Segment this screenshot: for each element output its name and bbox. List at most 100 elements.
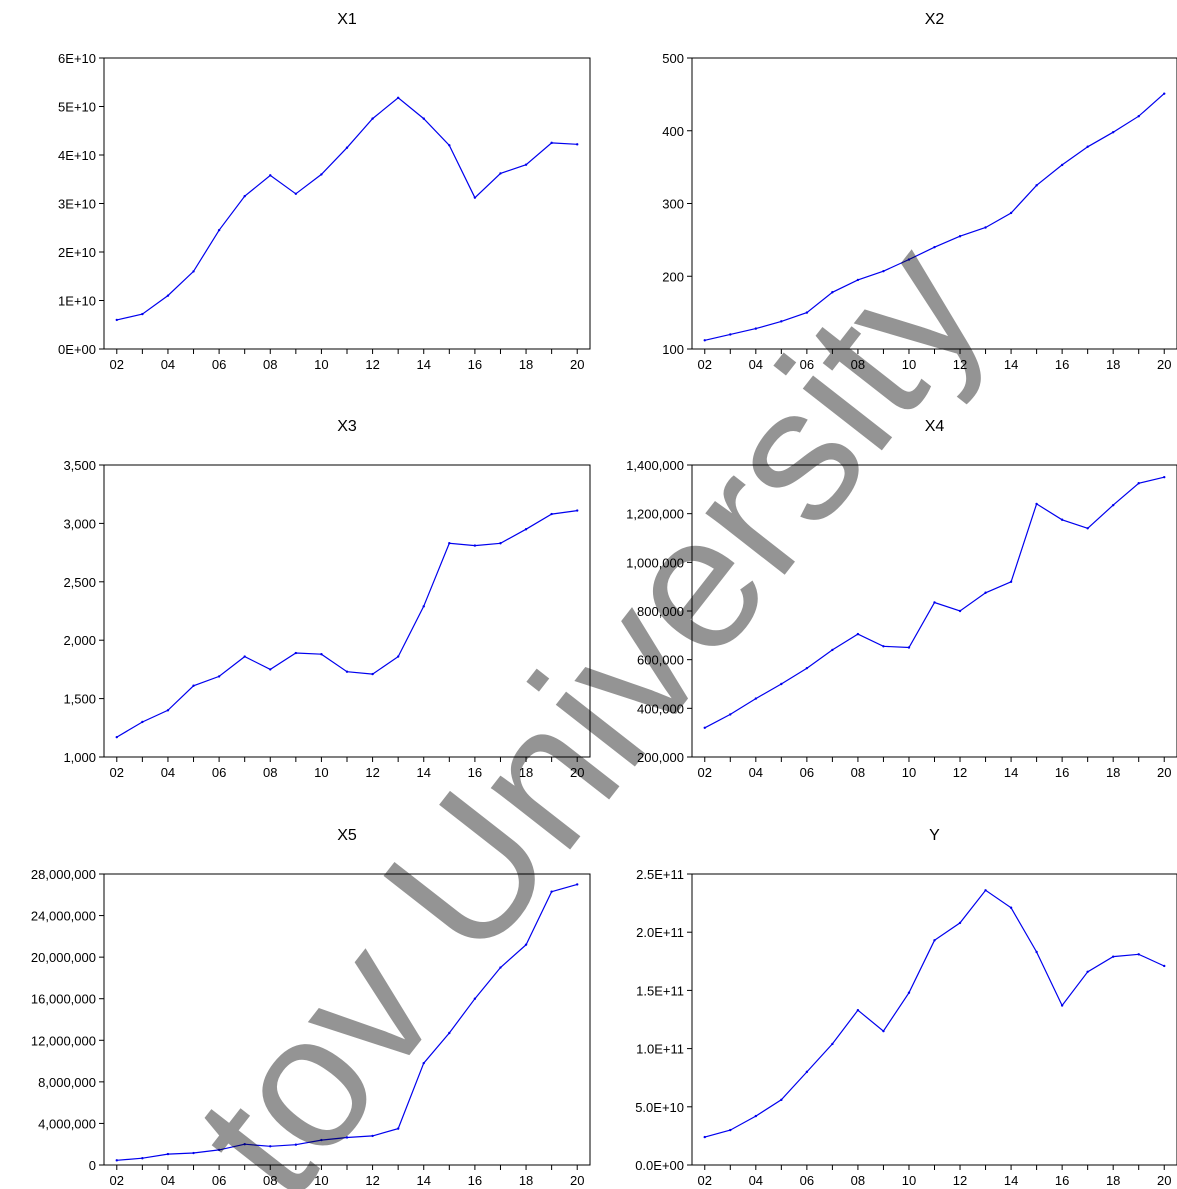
x-tick-label: 04 bbox=[161, 765, 175, 780]
x-tick-label: 20 bbox=[570, 765, 584, 780]
y-tick-label: 0 bbox=[89, 1158, 96, 1173]
y-tick-label: 28,000,000 bbox=[31, 867, 96, 882]
data-point bbox=[1086, 527, 1089, 530]
data-point bbox=[703, 726, 706, 729]
data-point bbox=[805, 311, 809, 314]
chart-panel-x2: X2 100 200 300 400 500 02 04 06 08 10 12 14 16 18 20 bbox=[662, 11, 1177, 372]
y-tick-label: 500 bbox=[662, 51, 684, 66]
data-point bbox=[243, 655, 246, 658]
data-point bbox=[422, 1061, 425, 1065]
y-tick-label: 1.5E+11 bbox=[636, 983, 684, 998]
y-tick-label: 1,000,000 bbox=[626, 555, 684, 570]
x-tick-label: 04 bbox=[161, 357, 175, 372]
x-tick-label: 16 bbox=[1055, 765, 1069, 780]
data-point bbox=[524, 163, 528, 166]
data-point bbox=[933, 939, 936, 942]
x-tick-label: 08 bbox=[851, 357, 865, 372]
chart-title: X3 bbox=[337, 418, 357, 435]
y-tick-label: 6E+10 bbox=[58, 51, 96, 66]
y-tick-label: 20,000,000 bbox=[31, 950, 96, 965]
x-tick-label: 20 bbox=[1157, 765, 1171, 780]
chart-title: X2 bbox=[925, 11, 945, 28]
data-point bbox=[448, 542, 451, 545]
y-tick-label: 2.5E+11 bbox=[636, 867, 684, 882]
y-tick-label: 800,000 bbox=[637, 604, 684, 619]
chart-title: Y bbox=[929, 827, 940, 844]
data-point bbox=[166, 1152, 170, 1156]
y-tick-label: 12,000,000 bbox=[31, 1033, 96, 1048]
y-tick-label: 400 bbox=[662, 124, 684, 139]
data-point bbox=[1060, 518, 1064, 521]
y-tick-label: 24,000,000 bbox=[31, 909, 96, 924]
data-point bbox=[524, 943, 528, 946]
y-tick-label: 1,200,000 bbox=[626, 507, 684, 522]
x-tick-label: 18 bbox=[519, 357, 533, 372]
y-tick-label: 4E+10 bbox=[58, 148, 96, 163]
data-point bbox=[856, 1008, 860, 1012]
data-point bbox=[1009, 906, 1013, 909]
y-tick-label: 2.0E+11 bbox=[636, 925, 684, 940]
data-point bbox=[499, 542, 502, 545]
data-point bbox=[984, 591, 987, 594]
x-tick-label: 08 bbox=[263, 1173, 277, 1188]
x-tick-label: 14 bbox=[417, 1173, 431, 1188]
x-tick-label: 18 bbox=[1106, 1173, 1120, 1188]
data-point bbox=[320, 653, 323, 656]
data-point bbox=[780, 1098, 783, 1102]
data-point bbox=[345, 146, 349, 149]
x-tick-label: 04 bbox=[749, 357, 763, 372]
y-tick-label: 400,000 bbox=[637, 701, 684, 716]
data-point bbox=[499, 966, 502, 969]
data-point bbox=[831, 291, 834, 294]
data-point bbox=[1137, 115, 1140, 118]
x-tick-label: 08 bbox=[851, 1173, 865, 1188]
data-point bbox=[780, 320, 783, 323]
data-point bbox=[448, 144, 451, 147]
data-point bbox=[217, 228, 221, 232]
data-point bbox=[984, 889, 987, 892]
x-tick-label: 04 bbox=[749, 1173, 763, 1188]
y-tick-label: 2,500 bbox=[63, 575, 96, 590]
data-point bbox=[422, 117, 425, 120]
data-point bbox=[269, 174, 272, 177]
x-tick-label: 12 bbox=[953, 357, 967, 372]
data-point bbox=[345, 670, 349, 673]
data-point bbox=[294, 192, 298, 195]
y-tick-label: 1.0E+11 bbox=[636, 1042, 684, 1057]
data-point bbox=[345, 1136, 349, 1139]
data-point bbox=[576, 509, 579, 512]
y-tick-label: 2,000 bbox=[63, 633, 96, 648]
watermark-text: tov University bbox=[154, 205, 1023, 1189]
x-tick-label: 10 bbox=[902, 357, 916, 372]
y-tick-label: 200 bbox=[662, 269, 684, 284]
data-point bbox=[958, 921, 962, 925]
x-tick-label: 20 bbox=[570, 1173, 584, 1188]
x-tick-label: 14 bbox=[1004, 1173, 1018, 1188]
x-tick-label: 18 bbox=[519, 1173, 533, 1188]
chart-title: X4 bbox=[925, 418, 945, 435]
data-point bbox=[780, 682, 783, 686]
data-point bbox=[576, 143, 579, 146]
data-point bbox=[882, 1029, 885, 1033]
x-tick-label: 12 bbox=[953, 1173, 967, 1188]
data-point bbox=[1137, 953, 1140, 956]
data-point bbox=[1086, 145, 1089, 148]
data-point bbox=[1137, 482, 1140, 485]
x-tick-label: 20 bbox=[1157, 1173, 1171, 1188]
y-tick-label: 1,000 bbox=[63, 750, 96, 765]
data-point bbox=[754, 1114, 758, 1118]
data-point bbox=[371, 117, 374, 120]
x-tick-label: 16 bbox=[468, 765, 482, 780]
data-point bbox=[1163, 92, 1166, 95]
data-point bbox=[473, 544, 477, 547]
data-point bbox=[754, 327, 758, 330]
chart-title: X1 bbox=[337, 11, 357, 28]
data-point bbox=[703, 339, 706, 342]
x-tick-label: 18 bbox=[1106, 357, 1120, 372]
data-point bbox=[499, 172, 502, 175]
x-tick-label: 18 bbox=[519, 765, 533, 780]
y-tick-label: 1E+10 bbox=[58, 294, 96, 309]
data-point bbox=[1086, 970, 1089, 973]
data-point bbox=[141, 312, 144, 316]
chart-panel-x4: X4 200,000 400,000 600,000 800,000 1,000,000 1… bbox=[626, 418, 1177, 780]
